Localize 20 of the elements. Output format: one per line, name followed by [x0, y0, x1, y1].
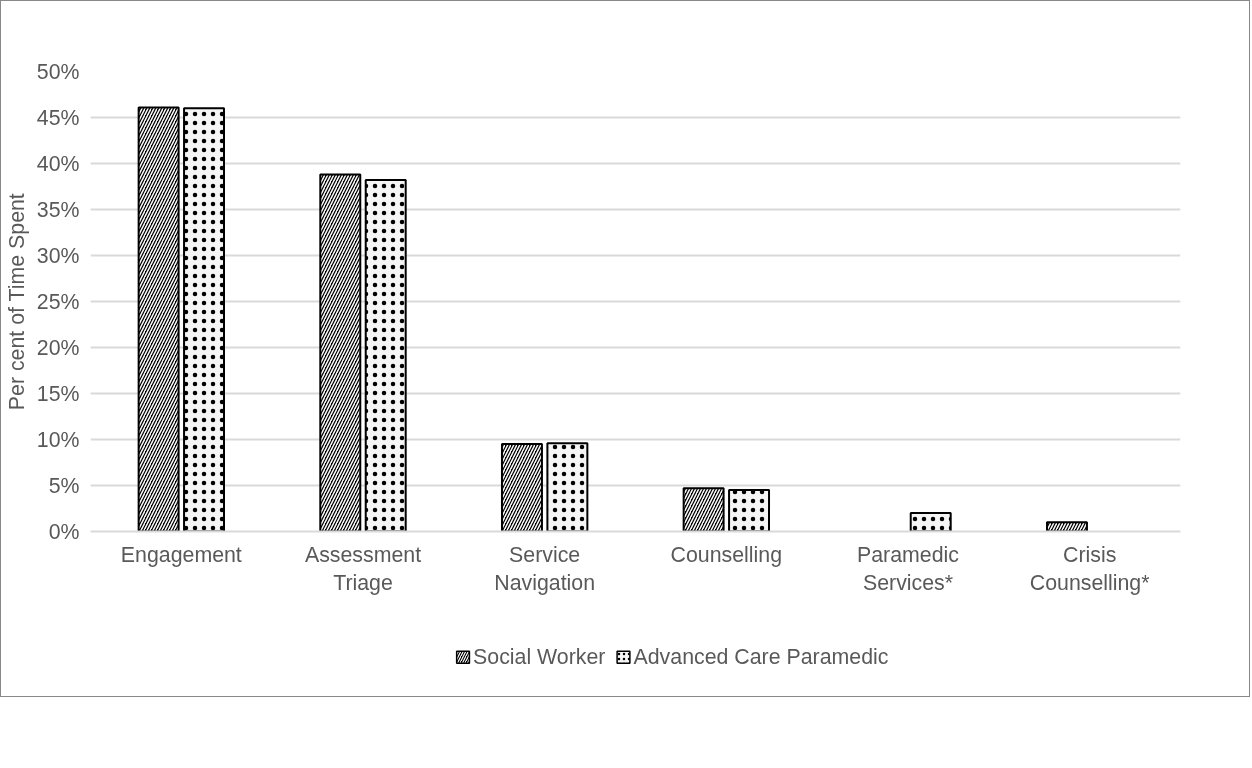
- x-tick-label: Assessment Triage: [304, 542, 422, 596]
- x-tick-label: Service Navigation: [494, 542, 596, 596]
- legend-label: Advanced Care Paramedic: [633, 645, 889, 670]
- y-tick-label: 15%: [36, 381, 80, 406]
- y-tick-label: 40%: [36, 151, 80, 176]
- y-tick-label: 30%: [36, 243, 80, 268]
- y-tick-label: 50%: [36, 59, 80, 84]
- x-tick-label: Counselling: [670, 542, 783, 567]
- x-tick-label: Crisis Counselling*: [1029, 542, 1150, 596]
- y-tick-label: 35%: [36, 197, 80, 222]
- x-tick-label: Engagement: [120, 542, 242, 567]
- legend-label: Social Worker: [473, 645, 606, 670]
- y-tick-label: 45%: [36, 105, 80, 130]
- y-tick-label: 10%: [36, 427, 80, 452]
- y-axis-title: Per cent of Time Spent: [4, 193, 29, 411]
- y-tick-label: 25%: [36, 289, 80, 314]
- y-tick-label: 0%: [48, 519, 80, 544]
- y-tick-label: 5%: [48, 473, 80, 498]
- y-tick-label: 20%: [36, 335, 80, 360]
- x-tick-label: Paramedic Services*: [857, 542, 960, 596]
